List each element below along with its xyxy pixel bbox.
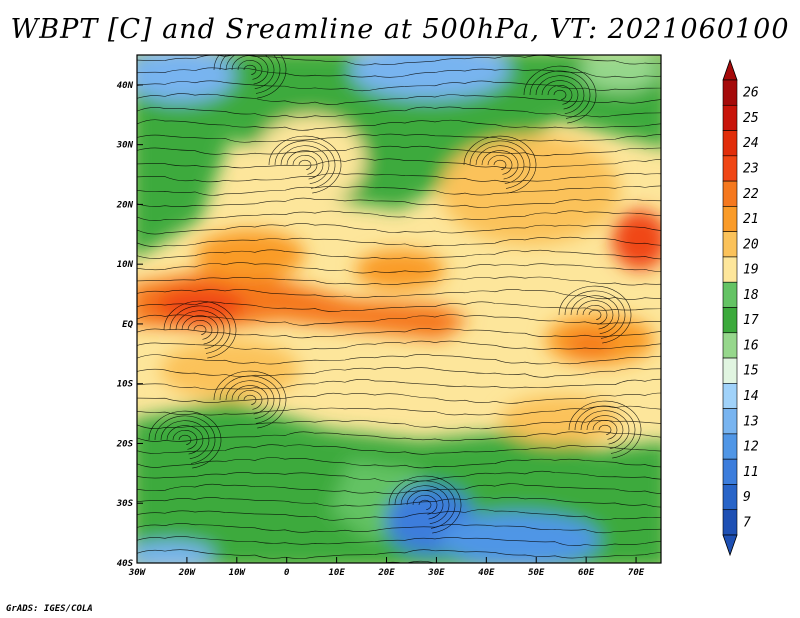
map-frame [136, 54, 662, 564]
colorbar-label: 18 [743, 288, 759, 303]
colorbar-label: 20 [743, 237, 759, 252]
colorbar-swatch [722, 458, 738, 485]
lat-tick-label: EQ [122, 320, 133, 330]
lon-tick-label: 60E [578, 568, 595, 578]
colorbar-swatch [722, 408, 738, 435]
longitude-axis: 30W 20W 10W 0 10E 20E 30E 40E 50E 60E 70E [128, 557, 645, 578]
lat-tick-label: 20S [116, 439, 134, 449]
colorbar-swatch [722, 383, 738, 409]
lon-tick-label: 0 [284, 568, 290, 578]
lat-tick-label: 10N [117, 260, 134, 270]
colorbar-label: 13 [743, 414, 759, 429]
colorbar-label: 9 [743, 490, 751, 505]
colorbar-label: 7 [743, 515, 751, 530]
colorbar-swatch [722, 332, 738, 359]
colorbar-label: 11 [743, 465, 759, 480]
colorbar-swatch [722, 155, 738, 182]
colorbar-label: 12 [743, 440, 759, 455]
colorbar-swatch [722, 433, 738, 460]
lon-tick-label: 10E [328, 568, 345, 578]
colorbar-swatch [722, 130, 738, 157]
lon-tick-label: 30W [128, 568, 147, 578]
colorbar: 26 25 24 23 22 21 20 19 18 17 16 15 14 13 12 11 9 7 [722, 58, 759, 557]
lat-tick-label: 30S [116, 499, 134, 509]
colorbar-label: 24 [743, 136, 759, 151]
lat-tick-label: 40N [117, 81, 134, 91]
colorbar-swatch [722, 180, 738, 207]
lon-tick-label: 20E [377, 568, 395, 578]
lat-tick-label: 40S [117, 559, 134, 569]
colorbar-label: 22 [743, 187, 759, 202]
colorbar-swatch [722, 79, 738, 106]
colorbar-label: 17 [743, 313, 759, 328]
lon-tick-label: 20W [178, 568, 197, 578]
colorbar-swatch [722, 256, 738, 283]
lon-tick-label: 40E [478, 568, 495, 578]
colorbar-swatch [722, 307, 738, 334]
colorbar-label: 19 [743, 263, 759, 278]
lon-tick-label: 70E [628, 568, 645, 578]
colorbar-top-arrow [722, 58, 738, 81]
colorbar-label: 14 [743, 389, 759, 404]
latitude-axis: 40N 30N 20N 10N EQ 10S 20S 30S 40S [116, 81, 143, 569]
lon-tick-label: 50E [528, 568, 545, 578]
colorbar-label: 23 [743, 161, 759, 176]
lat-tick-label: 30N [116, 141, 134, 151]
lat-tick-label: 10S [117, 380, 134, 390]
colorbar-swatch [722, 509, 738, 536]
colorbar-label: 16 [743, 338, 759, 353]
colorbar-swatch [722, 206, 738, 232]
wbpt-field [137, 55, 661, 563]
colorbar-label: 15 [743, 364, 759, 379]
colorbar-label: 26 [743, 86, 759, 101]
colorbar-swatch [722, 357, 738, 384]
colorbar-swatch [722, 281, 738, 308]
colorbar-swatch [722, 231, 738, 258]
lat-tick-label: 20N [116, 200, 134, 210]
lon-tick-label: 30E [427, 568, 445, 578]
colorbar-bottom-arrow [722, 534, 738, 557]
colorbar-label: 21 [743, 212, 759, 227]
colorbar-swatch [722, 484, 738, 511]
credit-text: GrADS: IGES/COLA [6, 604, 93, 614]
colorbar-label: 25 [743, 111, 759, 126]
colorbar-swatch [722, 104, 738, 131]
lon-tick-label: 10W [229, 568, 247, 578]
map-title: WBPT [C] and Sreamline at 500hPa, VT: 20… [10, 14, 790, 45]
